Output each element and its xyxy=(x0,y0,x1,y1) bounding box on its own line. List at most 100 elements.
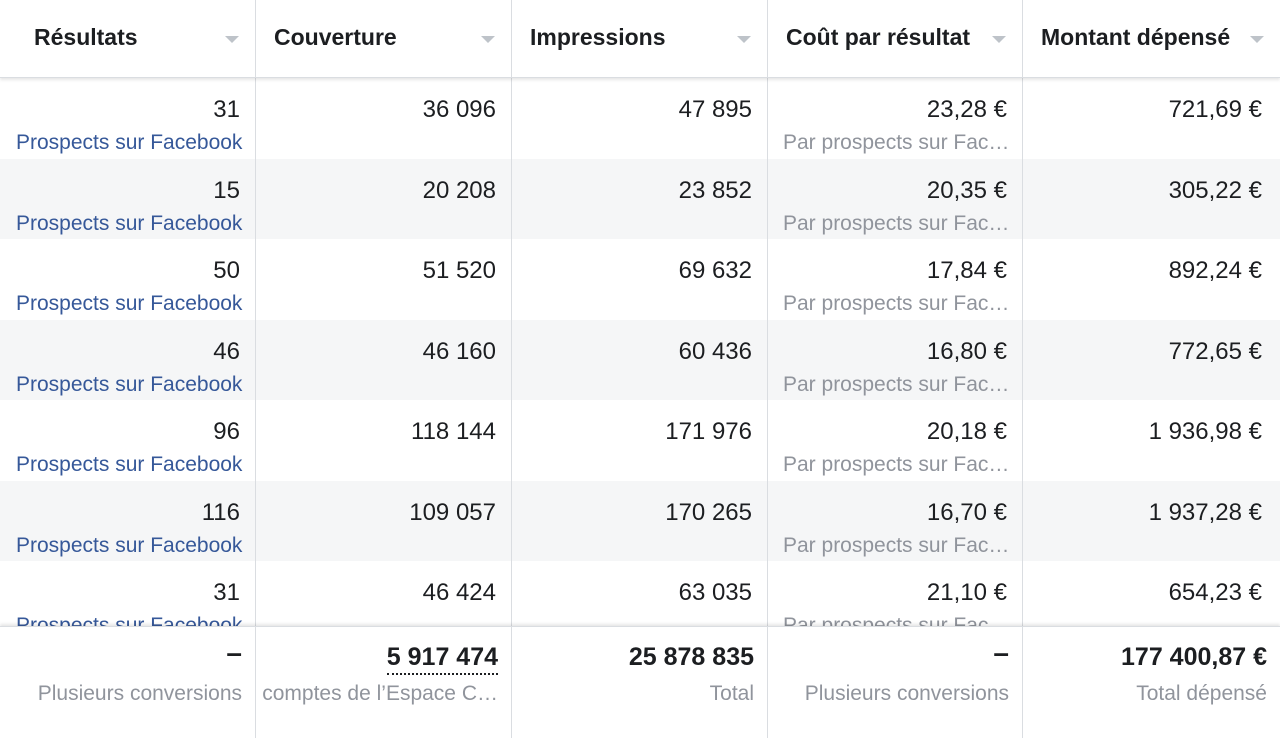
sort-caret-icon[interactable] xyxy=(1250,36,1264,43)
sort-caret-icon[interactable] xyxy=(225,36,239,43)
impressions-value: 47 895 xyxy=(678,96,752,123)
cell-cost-per-result: 16,80 € Par prospects sur Fac… xyxy=(768,319,1023,400)
table-row[interactable]: 50 Prospects sur Facebook 51 520 69 632 17,8… xyxy=(0,239,1280,320)
cost-type-label: Par prospects sur Fac… xyxy=(783,131,1010,154)
results-value: 46 xyxy=(213,337,240,365)
cost-type-label: Par prospects sur Fac… xyxy=(783,453,1010,476)
footer-results: – Plusieurs conversions xyxy=(0,627,256,738)
column-header-label: Coût par résultat xyxy=(786,23,971,50)
cell-amount-spent: 721,69 € xyxy=(1023,78,1280,159)
reach-value: 51 520 xyxy=(422,257,496,284)
reach-value: 109 057 xyxy=(409,498,496,526)
cell-impressions: 63 035 xyxy=(512,561,768,626)
results-value: 116 xyxy=(201,498,240,526)
cell-amount-spent: 1 936,98 € xyxy=(1023,400,1280,481)
table-body[interactable]: 31 Prospects sur Facebook 36 096 47 895 23,2… xyxy=(0,78,1280,626)
cell-results: 31 Prospects sur Facebook xyxy=(0,78,256,159)
result-type-link[interactable]: Prospects sur Facebook xyxy=(16,131,243,154)
cell-reach: 46 160 xyxy=(256,319,512,400)
impressions-value: 63 035 xyxy=(678,579,752,606)
result-type-link[interactable]: Prospects sur Facebook xyxy=(16,372,243,396)
cell-impressions: 23 852 xyxy=(512,158,768,239)
cell-reach: 36 096 xyxy=(256,78,512,159)
column-header-amount-spent[interactable]: Montant dépensé xyxy=(1023,0,1280,78)
cell-results: 46 Prospects sur Facebook xyxy=(0,319,256,400)
footer-impressions-value: 25 878 835 xyxy=(628,643,754,671)
cost-value: 17,84 € xyxy=(926,257,1007,284)
spent-value: 892,24 € xyxy=(1168,257,1262,284)
reach-value: 118 144 xyxy=(411,418,496,445)
impressions-value: 69 632 xyxy=(678,257,752,284)
cell-amount-spent: 1 937,28 € xyxy=(1023,481,1280,562)
cost-value: 16,70 € xyxy=(926,498,1007,526)
column-header-impressions[interactable]: Impressions xyxy=(512,0,768,78)
cost-type-label: Par prospects sur Fac… xyxy=(783,614,1010,626)
table-row[interactable]: 31 Prospects sur Facebook 46 424 63 035 21,1… xyxy=(0,561,1280,626)
impressions-value: 170 265 xyxy=(665,498,752,526)
sort-caret-icon[interactable] xyxy=(992,36,1006,43)
cell-results: 116 Prospects sur Facebook xyxy=(0,480,256,561)
cell-impressions: 170 265 xyxy=(512,480,768,561)
result-type-link[interactable]: Prospects sur Facebook xyxy=(16,453,243,476)
cell-cost-per-result: 20,35 € Par prospects sur Fac… xyxy=(768,158,1023,239)
cost-value: 20,18 € xyxy=(926,418,1007,445)
column-header-results[interactable]: Résultats xyxy=(0,0,256,78)
cell-cost-per-result: 23,28 € Par prospects sur Fac… xyxy=(768,78,1023,159)
spent-value: 721,69 € xyxy=(1168,96,1262,123)
cost-type-label: Par prospects sur Fac… xyxy=(783,372,1010,396)
reach-value: 46 424 xyxy=(422,579,496,606)
sort-caret-icon[interactable] xyxy=(737,36,751,43)
cell-results: 50 Prospects sur Facebook xyxy=(0,239,256,320)
results-value: 31 xyxy=(213,96,240,123)
impressions-value: 23 852 xyxy=(678,176,752,204)
column-header-label: Montant dépensé xyxy=(1041,23,1231,50)
cell-results: 15 Prospects sur Facebook xyxy=(0,158,256,239)
table-row[interactable]: 116 Prospects sur Facebook 109 057 170 265 1… xyxy=(0,480,1280,562)
cell-amount-spent: 892,24 € xyxy=(1023,239,1280,320)
result-type-link[interactable]: Prospects sur Facebook xyxy=(16,211,243,235)
cell-impressions: 171 976 xyxy=(512,400,768,481)
table-footer-totals: – Plusieurs conversions 5 917 474 compte… xyxy=(0,626,1280,738)
footer-cost-per-result: – Plusieurs conversions xyxy=(768,627,1023,738)
footer-results-label: Plusieurs conversions xyxy=(37,682,242,705)
table-row[interactable]: 31 Prospects sur Facebook 36 096 47 895 23,2… xyxy=(0,78,1280,159)
cell-amount-spent: 654,23 € xyxy=(1023,561,1280,626)
footer-cost-value: – xyxy=(993,637,1009,668)
impressions-value: 60 436 xyxy=(678,337,752,365)
cell-cost-per-result: 20,18 € Par prospects sur Fac… xyxy=(768,400,1023,481)
spent-value: 1 937,28 € xyxy=(1148,498,1262,526)
cell-reach: 118 144 xyxy=(256,400,512,481)
impressions-value: 171 976 xyxy=(665,418,752,445)
table-row[interactable]: 15 Prospects sur Facebook 20 208 23 852 20,3… xyxy=(0,158,1280,239)
column-header-reach[interactable]: Couverture xyxy=(256,0,512,78)
cell-impressions: 69 632 xyxy=(512,239,768,320)
cost-value: 16,80 € xyxy=(926,337,1007,365)
results-value: 15 xyxy=(213,176,240,204)
results-value: 50 xyxy=(213,257,240,284)
column-header-label: Impressions xyxy=(530,23,666,50)
cost-value: 23,28 € xyxy=(926,96,1007,123)
spent-value: 305,22 € xyxy=(1168,176,1262,204)
cost-value: 21,10 € xyxy=(926,579,1007,606)
result-type-link[interactable]: Prospects sur Facebook xyxy=(16,292,243,315)
footer-reach-value[interactable]: 5 917 474 xyxy=(386,643,498,675)
cell-results: 31 Prospects sur Facebook xyxy=(0,561,256,626)
cell-reach: 109 057 xyxy=(256,480,512,561)
footer-cost-label: Plusieurs conversions xyxy=(804,682,1009,705)
footer-results-value: – xyxy=(226,637,242,668)
sort-caret-icon[interactable] xyxy=(481,36,495,43)
reach-value: 36 096 xyxy=(422,96,496,123)
table-header: Résultats Couverture Impressions Coût pa… xyxy=(0,0,1280,78)
result-type-link[interactable]: Prospects sur Facebook xyxy=(16,533,243,557)
cell-cost-per-result: 17,84 € Par prospects sur Fac… xyxy=(768,239,1023,320)
table-row[interactable]: 96 Prospects sur Facebook 118 144 171 976 20… xyxy=(0,400,1280,481)
footer-spent-label: Total dépensé xyxy=(1136,682,1267,705)
footer-impressions-label: Total xyxy=(709,682,754,705)
result-type-link[interactable]: Prospects sur Facebook xyxy=(16,614,243,626)
column-header-cost-per-result[interactable]: Coût par résultat xyxy=(768,0,1023,78)
reach-value: 20 208 xyxy=(422,176,496,204)
footer-impressions: 25 878 835 Total xyxy=(512,627,768,738)
table-row[interactable]: 46 Prospects sur Facebook 46 160 60 436 16,8… xyxy=(0,319,1280,400)
footer-reach: 5 917 474 comptes de l’Espace C… xyxy=(256,627,512,738)
